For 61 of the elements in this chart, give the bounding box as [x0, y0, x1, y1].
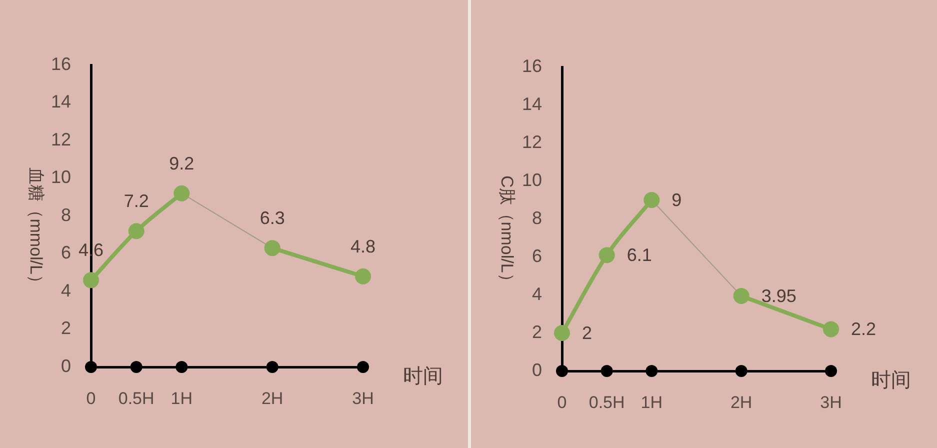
y-tick-label: 8	[60, 204, 71, 225]
point	[823, 321, 839, 338]
y-tick-label: 14	[50, 92, 71, 112]
point	[176, 361, 188, 373]
y-tick-label: 2	[532, 322, 542, 342]
x-tick-label: 2H	[730, 392, 752, 412]
point	[556, 365, 568, 377]
x-tick-label: 0.5H	[588, 392, 625, 412]
data-label: 2.2	[851, 319, 876, 340]
x-axis-title: 时间	[403, 366, 443, 388]
point	[554, 325, 570, 341]
data-label: 6.3	[260, 208, 285, 228]
data-label: 7.2	[124, 191, 149, 212]
x-tick-label: 3H	[352, 388, 374, 408]
point	[825, 365, 837, 377]
y-tick-label: 6	[60, 242, 71, 263]
y-axis-title: 血糖（mmol/L）	[26, 168, 46, 292]
data-label: 9	[672, 190, 682, 210]
x-tick-label: 3H	[820, 392, 842, 412]
point	[733, 288, 750, 304]
y-tick-label: 4	[60, 280, 71, 300]
y-tick-label: 16	[522, 56, 542, 76]
x-tick-label: 0	[86, 388, 96, 408]
point	[646, 365, 658, 377]
y-tick-label: 0	[60, 356, 71, 376]
point	[266, 361, 278, 373]
y-tick-label: 2	[60, 318, 71, 338]
point	[83, 272, 99, 288]
data-label: 4.8	[350, 236, 376, 256]
y-tick-label: 10	[50, 167, 71, 188]
point	[357, 361, 369, 373]
point	[355, 268, 371, 284]
y-tick-label: 4	[532, 284, 542, 304]
x-tick-label: 2H	[261, 388, 284, 408]
y-axis-title: C肽（nmol/L）	[497, 176, 516, 290]
y-tick-label: 12	[522, 132, 542, 152]
x-axis-title: 时间	[871, 370, 911, 392]
x-tick-label: 1H	[170, 388, 193, 408]
data-label: 2	[582, 322, 592, 343]
x-tick-label: 1H	[640, 392, 663, 412]
y-tick-label: 10	[522, 170, 542, 190]
data-label: 6.1	[626, 245, 652, 266]
point	[644, 192, 660, 208]
y-tick-label: 12	[50, 129, 71, 150]
y-tick-label: 6	[532, 246, 542, 266]
point	[128, 223, 144, 240]
point	[735, 365, 748, 377]
y-tick-label: 14	[522, 94, 542, 114]
data-label: 9.2	[169, 153, 194, 174]
point	[598, 247, 615, 264]
point	[264, 240, 280, 256]
y-tick-label: 0	[532, 360, 542, 380]
x-tick-label: 0	[557, 392, 567, 412]
point	[130, 361, 142, 373]
y-tick-label: 16	[50, 54, 71, 74]
point	[600, 365, 613, 377]
data-label: 3.95	[761, 286, 796, 306]
y-tick-label: 8	[532, 208, 542, 228]
x-tick-label: 0.5H	[118, 388, 154, 408]
point	[174, 185, 190, 202]
point	[85, 361, 97, 373]
